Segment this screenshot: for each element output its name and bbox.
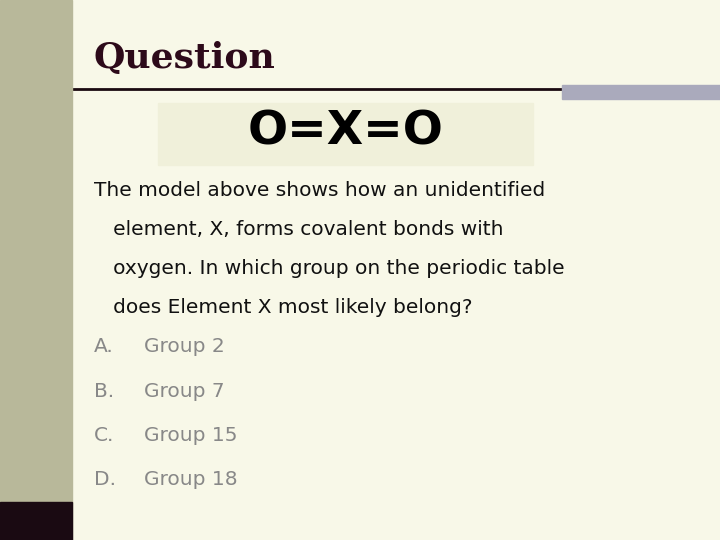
Text: Question: Question	[94, 40, 276, 75]
Text: oxygen. In which group on the periodic table: oxygen. In which group on the periodic t…	[94, 259, 564, 278]
Text: C.: C.	[94, 426, 114, 445]
Text: Group 2: Group 2	[144, 338, 225, 356]
Text: B.: B.	[94, 382, 114, 401]
Bar	[0, 502, 72, 540]
Text: element, X, forms covalent bonds with: element, X, forms covalent bonds with	[94, 220, 503, 239]
Bar	[158, 103, 533, 165]
Bar	[0, 0, 72, 540]
Text: Group 18: Group 18	[144, 470, 238, 489]
Bar	[562, 85, 720, 99]
Text: Group 15: Group 15	[144, 426, 238, 445]
Text: The model above shows how an unidentified: The model above shows how an unidentifie…	[94, 181, 545, 200]
Text: Group 7: Group 7	[144, 382, 225, 401]
Text: does Element X most likely belong?: does Element X most likely belong?	[94, 298, 472, 316]
Text: O=X=O: O=X=O	[248, 110, 444, 155]
Text: D.: D.	[94, 470, 116, 489]
Text: A.: A.	[94, 338, 113, 356]
